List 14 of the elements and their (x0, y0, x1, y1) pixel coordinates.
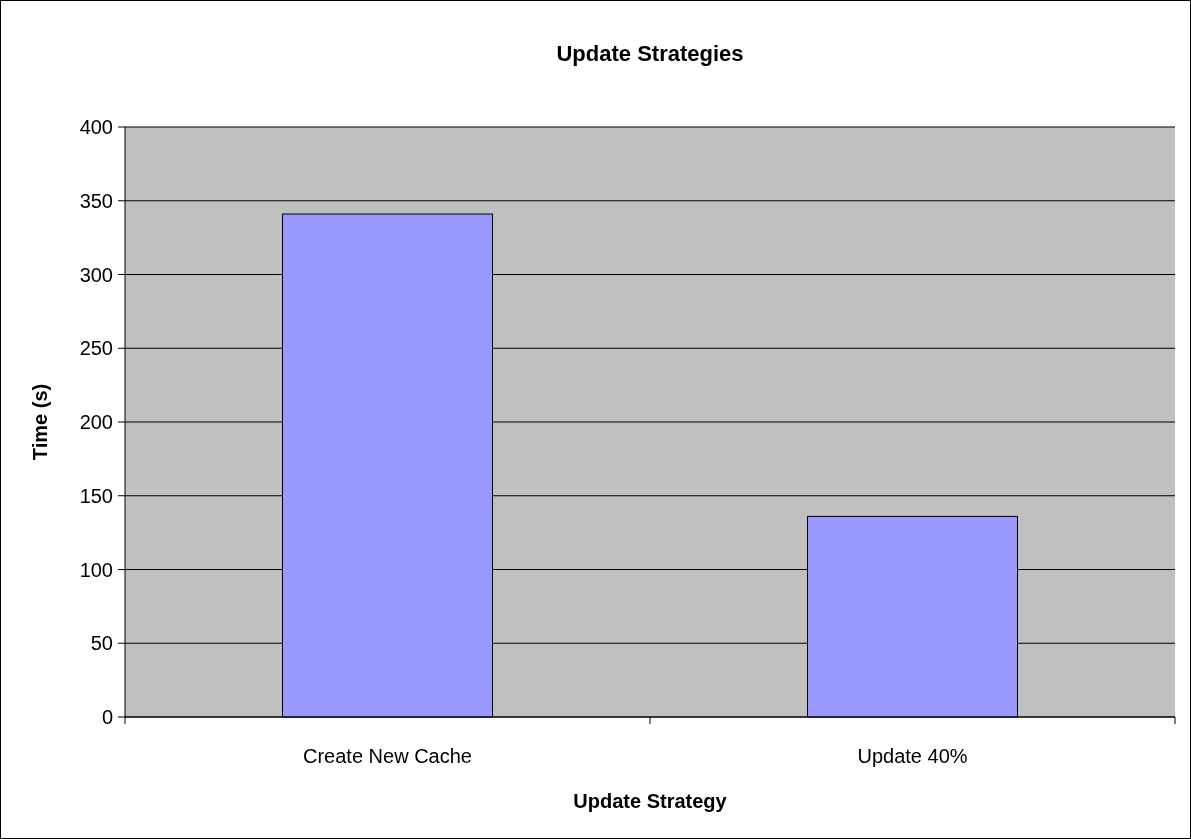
chart-title: Update Strategies (556, 41, 744, 66)
y-tick-label: 100 (79, 558, 113, 581)
y-tick-label: 250 (79, 337, 113, 360)
y-tick-label: 0 (101, 706, 113, 728)
y-tick-label: 300 (79, 263, 113, 286)
y-tick-label: 350 (79, 189, 113, 212)
x-tick-label: Update 40% (857, 745, 968, 767)
x-axis-title: Update Strategy (573, 790, 728, 812)
x-tick-label: Create New Cache (303, 745, 472, 767)
y-tick-label: 150 (79, 484, 113, 507)
y-tick-label: 200 (79, 411, 113, 433)
y-axis-title: Time (s) (29, 383, 51, 461)
y-tick-label: 50 (90, 632, 113, 655)
y-tick-label: 400 (79, 116, 113, 138)
